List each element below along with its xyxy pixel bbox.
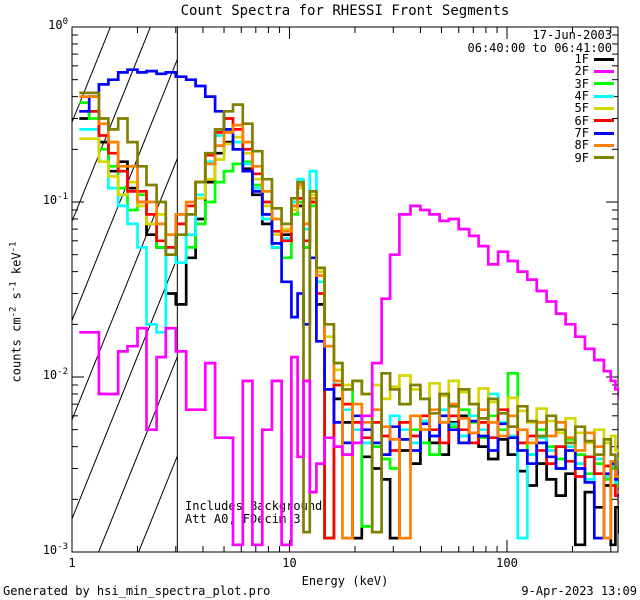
hatch-line — [177, 23, 392, 556]
hatch-line — [72, 27, 151, 223]
hatch-line — [72, 27, 111, 124]
hatch-line — [98, 355, 178, 552]
hatch-line — [72, 58, 178, 322]
spectrum-curve-2F — [79, 204, 619, 547]
hatch-line — [0, 23, 72, 556]
spectrum-curve-8F — [79, 95, 619, 540]
spectrum-curve-9F — [79, 91, 619, 534]
spectrum-curve-1F — [79, 109, 619, 547]
spectrum-curve-4F — [79, 128, 619, 540]
spectrum-curve-7F — [79, 68, 619, 540]
axis-box — [71, 26, 619, 553]
hatch-line — [138, 454, 178, 552]
spectrum-curve-3F — [79, 101, 619, 540]
spectra-curves-layer — [79, 68, 619, 547]
spectrum-curve-6F — [79, 109, 619, 540]
hatch-line — [72, 157, 178, 421]
